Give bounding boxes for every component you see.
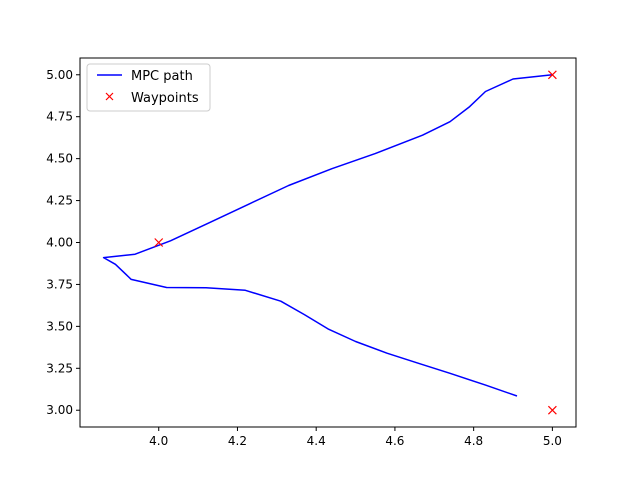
x-tick-label: 4.0 [149, 434, 168, 448]
y-tick-label: 3.75 [46, 277, 73, 291]
y-tick-label: 3.00 [46, 403, 73, 417]
axes-layer: 4.0 4.2 4.4 4.6 4.8 5.0 3.00 3.25 3.50 3.75 4.00 4.… [46, 68, 562, 448]
x-tick-label: 4.4 [307, 434, 326, 448]
legend-marker-swatch [105, 92, 114, 101]
y-tick-label: 5.00 [46, 68, 73, 82]
x-tick-label: 4.6 [385, 434, 404, 448]
legend-label-mpc-path: MPC path [131, 69, 193, 84]
y-tick-label: 4.50 [46, 152, 73, 166]
waypoint-marker [154, 238, 164, 247]
waypoint-marker-stroke [547, 405, 557, 415]
y-tick-label: 4.00 [46, 236, 73, 250]
series-line-mpc-path [102, 74, 553, 397]
series-layer [102, 70, 557, 415]
x-tick-label: 5.0 [543, 434, 562, 448]
legend: MPC path Waypoints [86, 63, 211, 112]
waypoint-marker-stroke [547, 70, 557, 80]
waypoint-marker-stroke [154, 238, 164, 247]
y-tick-label: 4.75 [46, 110, 73, 124]
y-tick-label: 4.25 [46, 194, 73, 208]
x-tick-label: 4.8 [464, 434, 483, 448]
x-tick-label: 4.2 [228, 434, 247, 448]
y-tick-label: 3.25 [46, 361, 73, 375]
legend-label-waypoints: Waypoints [131, 91, 199, 106]
waypoint-marker [547, 70, 557, 80]
waypoint-marker [547, 405, 557, 415]
y-tick-label: 3.50 [46, 319, 73, 333]
